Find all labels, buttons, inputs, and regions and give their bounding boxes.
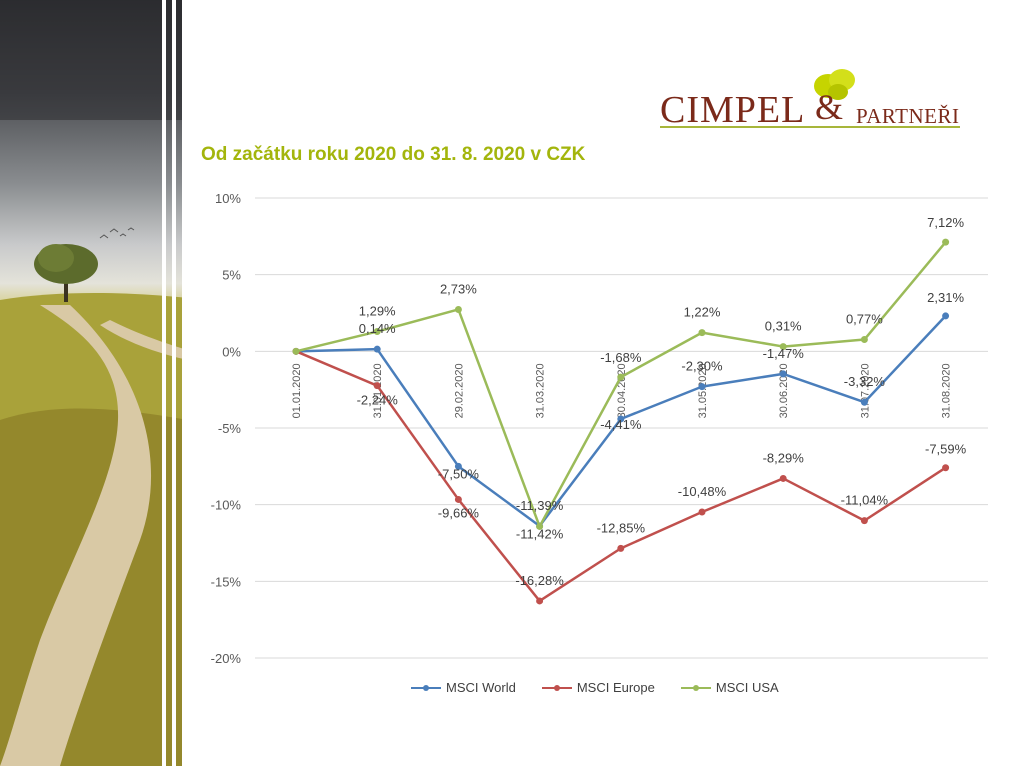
- slide-title: Od začátku roku 2020 do 31. 8. 2020 v CZ…: [201, 144, 586, 165]
- data-label: -12,85%: [597, 520, 646, 535]
- data-point: [779, 474, 787, 482]
- x-tick-label: 31.01.2020: [372, 363, 384, 418]
- data-label: -1,47%: [763, 346, 805, 361]
- data-label: 0,31%: [765, 319, 802, 334]
- data-label: -11,39%: [516, 498, 564, 513]
- data-point: [617, 373, 625, 381]
- x-tick-label: 30.06.2020: [778, 363, 790, 418]
- data-point: [292, 347, 300, 355]
- x-tick-label: 01.01.2020: [291, 363, 303, 418]
- data-label: 0,77%: [846, 312, 883, 327]
- data-point: [779, 343, 787, 351]
- tree-leaf-icon: [814, 69, 855, 100]
- data-point: [698, 329, 706, 337]
- data-point: [698, 383, 706, 391]
- data-point: [942, 312, 950, 320]
- legend-label: MSCI Europe: [576, 680, 655, 695]
- data-label: 7,12%: [927, 215, 964, 230]
- logo-name: CIMPEL: [660, 89, 806, 131]
- data-label: -3,32%: [844, 374, 886, 389]
- landscape-illustration: [0, 0, 188, 766]
- data-point: [942, 464, 950, 472]
- legend-swatch: [541, 683, 572, 693]
- y-tick-label: 5%: [222, 268, 241, 283]
- data-point: [942, 238, 950, 246]
- data-point: [454, 462, 462, 470]
- legend-label: MSCI USA: [715, 680, 779, 695]
- y-tick-label: 0%: [222, 344, 241, 359]
- x-tick-label: 30.04.2020: [616, 363, 628, 418]
- y-tick-label: -10%: [211, 498, 242, 513]
- x-tick-label: 29.02.2020: [453, 363, 465, 418]
- data-point: [454, 495, 462, 503]
- decorative-stripe: [182, 0, 188, 766]
- data-label: -7,59%: [925, 442, 967, 457]
- data-label: -16,28%: [515, 573, 564, 588]
- data-label: -1,68%: [600, 350, 642, 365]
- x-tick-label: 31.03.2020: [535, 363, 547, 418]
- data-point: [779, 370, 787, 378]
- legend-swatch: [411, 683, 441, 693]
- data-point: [617, 415, 625, 423]
- y-tick-label: 10%: [215, 191, 241, 206]
- data-point: [860, 336, 868, 344]
- x-tick-label: 31.07.2020: [859, 363, 871, 418]
- data-point: [454, 305, 462, 313]
- logo-ampersand: &: [815, 87, 844, 127]
- data-label: 1,29%: [359, 304, 396, 319]
- data-point: [860, 517, 868, 525]
- data-label: -4,41%: [600, 417, 642, 432]
- chart-legend: MSCI World MSCI Europe MSCI USA: [411, 680, 779, 695]
- data-label: -11,42%: [516, 526, 564, 541]
- data-point: [536, 597, 544, 605]
- y-tick-label: -5%: [218, 421, 242, 436]
- data-point: [617, 544, 625, 552]
- company-logo: CIMPEL & PARTNEŘI: [660, 69, 962, 133]
- legend-item-europe: MSCI Europe: [541, 680, 655, 695]
- data-point: [373, 328, 381, 336]
- data-point: [698, 508, 706, 516]
- data-point: [860, 398, 868, 406]
- x-tick-label: 31.05.2020: [697, 363, 709, 418]
- data-label: 2,31%: [927, 290, 964, 305]
- legend-swatch: [680, 683, 711, 693]
- data-label: 1,22%: [684, 305, 721, 320]
- data-label: -8,29%: [763, 450, 805, 465]
- data-label: -9,66%: [438, 505, 480, 520]
- y-tick-label: -20%: [211, 651, 242, 666]
- data-point: [373, 382, 381, 390]
- logo-underline: [660, 126, 960, 128]
- data-point: [536, 522, 544, 530]
- data-point: [373, 345, 381, 353]
- data-label: 0,14%: [359, 321, 396, 336]
- decorative-stripe: [162, 0, 166, 766]
- decorative-stripe: [172, 0, 176, 766]
- legend-label: MSCI World: [446, 680, 516, 695]
- data-label: -7,50%: [438, 466, 480, 481]
- y-tick-label: -15%: [211, 574, 242, 589]
- data-label: -2,24%: [357, 393, 399, 408]
- background-landscape-photo: [0, 0, 188, 766]
- line-chart: 10% 5% 0% -5% -10% -15% -20% 01.01.2020 31.01.20…: [211, 191, 988, 666]
- x-tick-label: 31.08.2020: [941, 363, 953, 418]
- data-label: 2,73%: [440, 281, 477, 296]
- legend-item-world: MSCI World: [411, 680, 516, 695]
- data-label: -2,30%: [681, 359, 723, 374]
- logo-partner: PARTNEŘI: [856, 104, 960, 128]
- data-label: -10,48%: [678, 484, 727, 499]
- data-label: -11,04%: [841, 493, 889, 508]
- legend-item-usa: MSCI USA: [680, 680, 779, 695]
